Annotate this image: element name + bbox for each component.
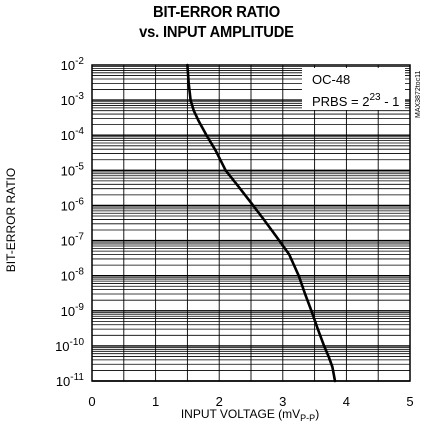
y-tick-label: 10-3	[61, 91, 85, 108]
y-tick-exponent: -6	[75, 196, 84, 207]
annotation-exponent: 23	[369, 92, 381, 103]
y-tick-exponent: -10	[70, 337, 85, 348]
y-tick-label: 10-9	[61, 302, 85, 319]
y-tick-base: 10	[61, 269, 75, 284]
y-tick-label: 10-4	[61, 126, 85, 143]
y-tick-base: 10	[61, 163, 75, 178]
side-code: MAX3872toc11	[415, 71, 422, 118]
chart-title-line2: vs. INPUT AMPLITUDE	[139, 24, 294, 41]
y-tick-label: 10-10	[55, 337, 84, 354]
y-tick-labels: 10-210-310-410-510-610-710-810-910-1010-…	[55, 56, 84, 389]
y-tick-base: 10	[61, 198, 75, 213]
y-tick-exponent: -4	[75, 126, 84, 137]
y-axis-label: BIT-ERROR RATIO	[4, 168, 18, 272]
annotation-prefix: PRBS = 2	[312, 94, 369, 109]
y-tick-exponent: -7	[75, 232, 84, 243]
plot-frame	[91, 64, 411, 382]
y-tick-label: 10-2	[61, 56, 85, 73]
y-tick-exponent: -8	[75, 267, 84, 278]
y-tick-label: 10-6	[61, 196, 85, 213]
y-tick-base: 10	[56, 374, 70, 389]
y-tick-label: 10-8	[61, 267, 85, 284]
x-tick-label: 0	[88, 394, 95, 409]
y-tick-label: 10-11	[56, 372, 85, 389]
y-tick-exponent: -5	[75, 161, 84, 172]
x-tick-label: 5	[406, 394, 413, 409]
chart-title-line1: BIT-ERROR RATIO	[152, 4, 280, 21]
y-tick-exponent: -11	[70, 372, 84, 383]
annotation-line1: OC-48	[312, 72, 350, 87]
y-tick-exponent: -9	[75, 302, 84, 313]
x-axis-label-close: )	[315, 407, 319, 421]
x-axis-label: INPUT VOLTAGE (mVP-P)	[181, 407, 319, 423]
annotation-line2: PRBS = 223 - 1	[312, 92, 399, 109]
x-tick-labels: 0 1 2 3 4 5	[88, 394, 413, 409]
x-axis-label-main: INPUT VOLTAGE (mV	[181, 407, 300, 421]
y-tick-exponent: -3	[75, 91, 84, 102]
y-tick-base: 10	[61, 58, 75, 73]
x-tick-label: 4	[343, 394, 350, 409]
y-tick-label: 10-5	[61, 161, 85, 178]
y-tick-base: 10	[61, 128, 75, 143]
y-tick-base: 10	[61, 234, 75, 249]
x-axis-label-sub: P-P	[300, 413, 315, 423]
ber-curve	[186, 63, 337, 383]
curve-layer	[186, 63, 337, 383]
annotation-box	[302, 68, 405, 110]
y-tick-base: 10	[61, 93, 75, 108]
x-tick-label: 2	[216, 394, 223, 409]
x-tick-label: 1	[152, 394, 159, 409]
y-tick-exponent: -2	[75, 56, 84, 67]
y-tick-label: 10-7	[61, 232, 85, 249]
y-tick-base: 10	[55, 339, 69, 354]
annotation-suffix: - 1	[381, 94, 400, 109]
y-tick-base: 10	[61, 304, 75, 319]
grid	[92, 65, 410, 382]
x-tick-label: 3	[279, 394, 286, 409]
